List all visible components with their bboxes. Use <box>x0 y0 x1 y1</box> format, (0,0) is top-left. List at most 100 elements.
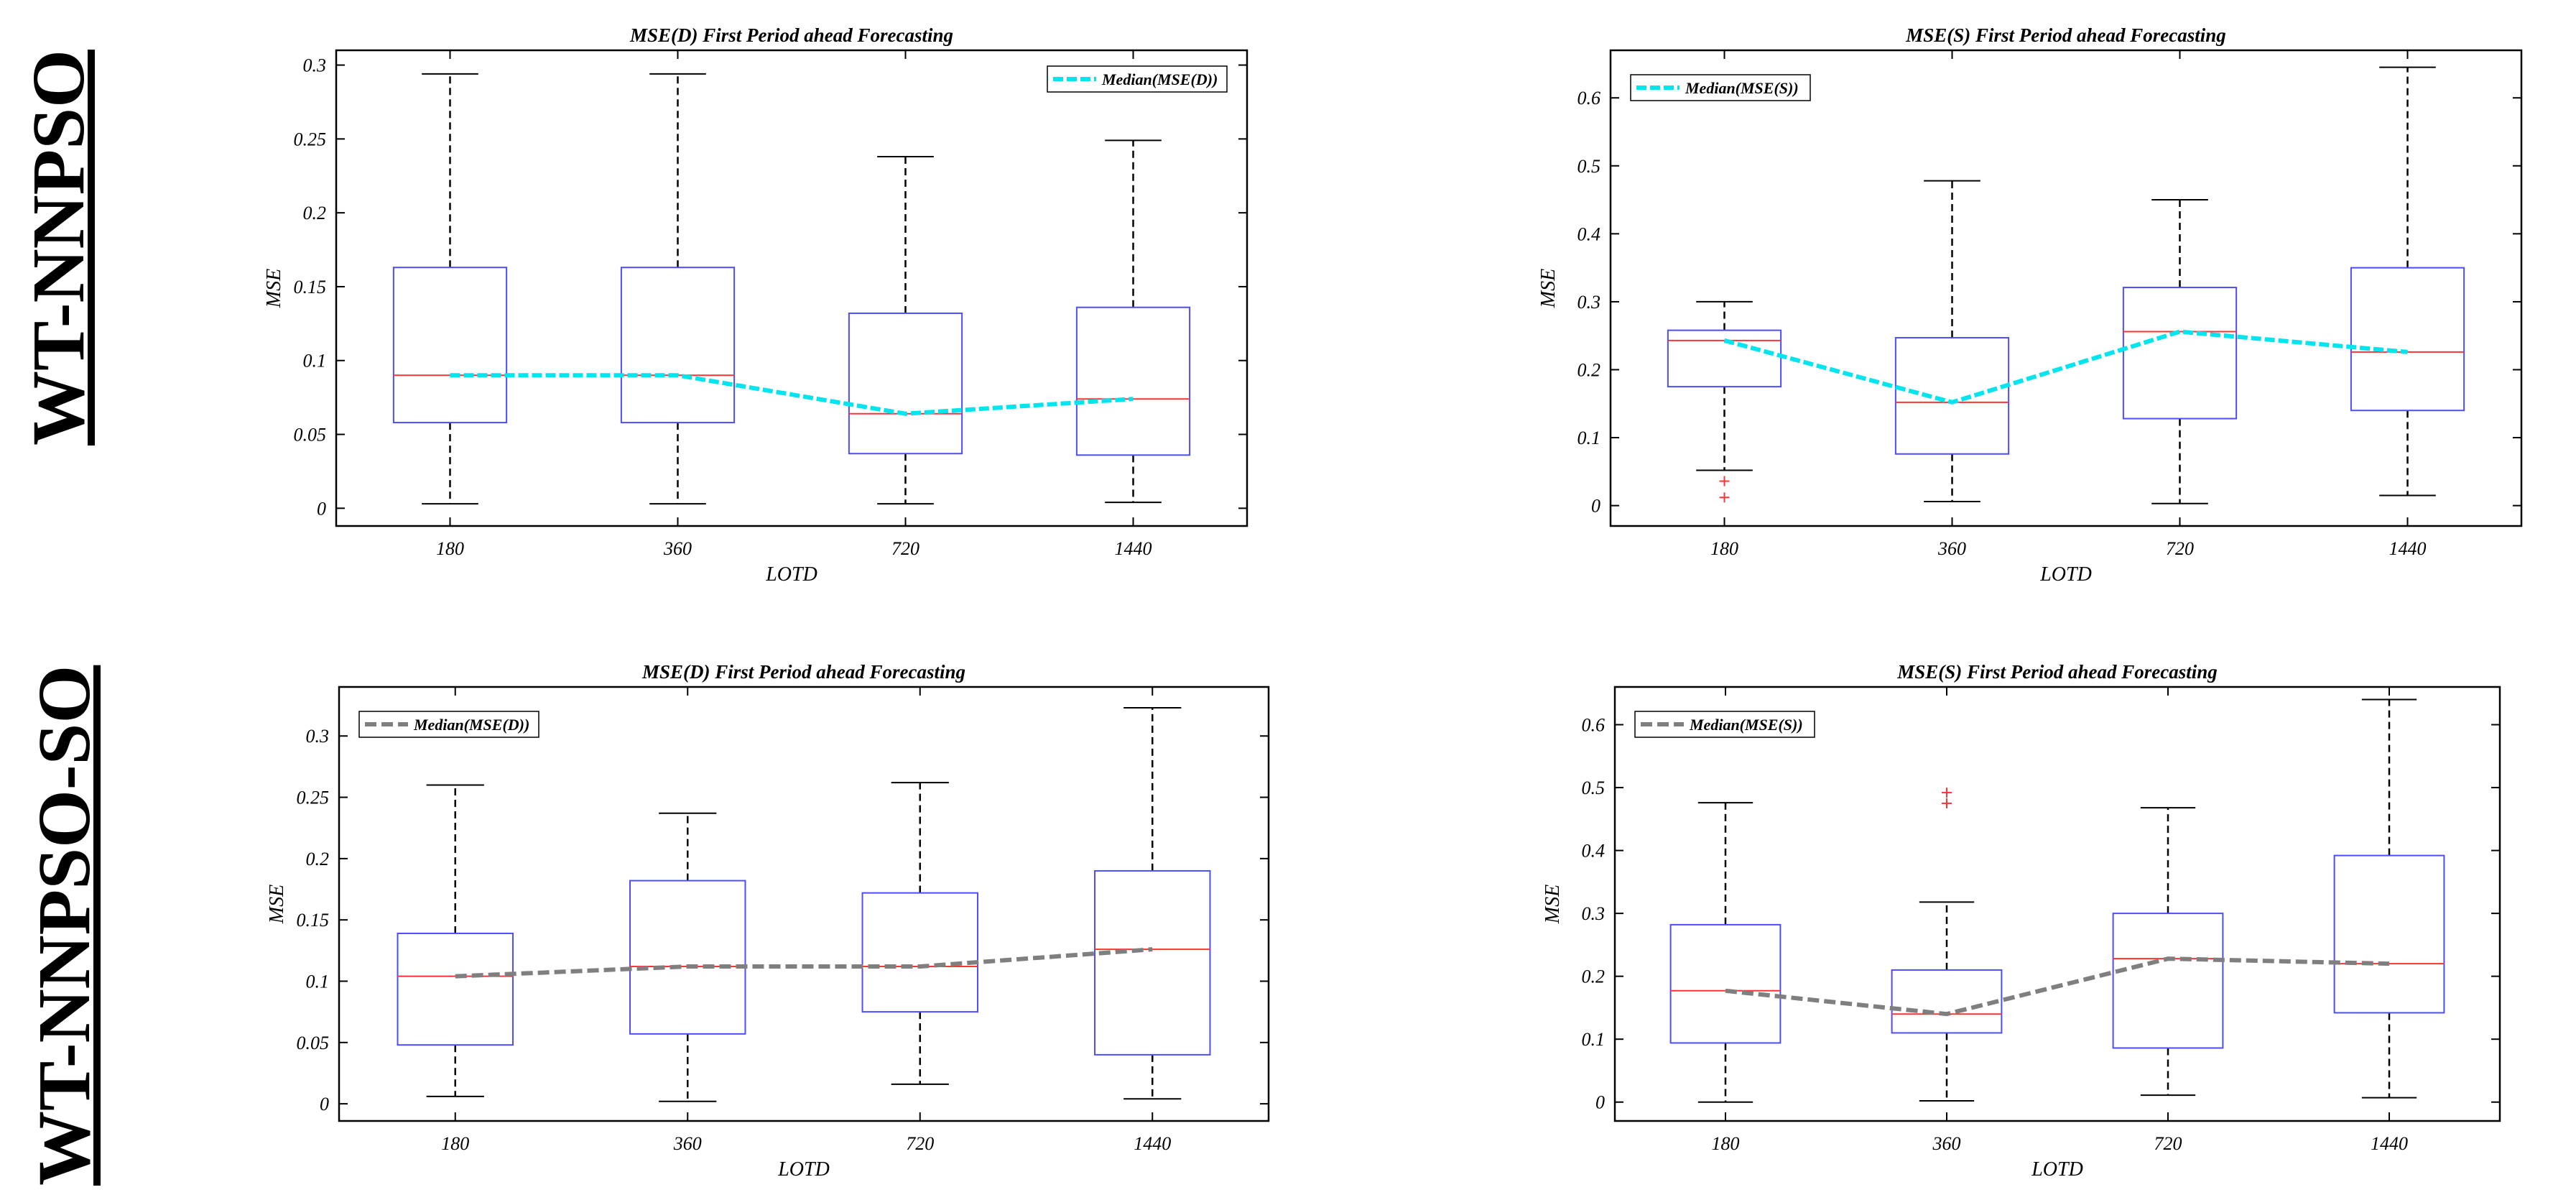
axes-frame <box>1609 49 2523 527</box>
box-1440 <box>1094 707 1211 1100</box>
y-tick-label: 0.1 <box>303 351 327 371</box>
legend: Median(MSE(S)) <box>1630 74 1811 101</box>
iqr-box <box>848 312 963 455</box>
y-tick-label: 0.25 <box>294 129 327 149</box>
y-tick-label: 0 <box>317 498 326 519</box>
chart-title: MSE(S) First Period ahead Forecasting <box>1905 24 2226 46</box>
y-tick-label: 0.1 <box>1577 428 1601 448</box>
iqr-box <box>1669 923 1782 1044</box>
chart-title: MSE(D) First Period ahead Forecasting <box>629 24 953 46</box>
box-720 <box>2122 199 2238 504</box>
y-tick-label: 0.25 <box>297 788 330 808</box>
iqr-box <box>629 880 746 1035</box>
y-tick-label: 0.1 <box>1582 1029 1606 1050</box>
x-tick-label: 180 <box>1712 1133 1740 1154</box>
y-tick-label: 0.6 <box>1577 88 1601 109</box>
y-tick-label: 0 <box>1595 1092 1605 1113</box>
y-tick-label: 0.1 <box>306 971 330 992</box>
x-tick-label: 180 <box>441 1133 469 1154</box>
y-tick-label: 0.4 <box>1582 841 1606 862</box>
iqr-box <box>2350 267 2465 412</box>
legend: Median(MSE(S)) <box>1634 711 1815 738</box>
box-360 <box>1891 788 2003 1102</box>
axes-frame <box>338 686 1270 1122</box>
legend-label: Median(MSE(D)) <box>413 716 529 734</box>
y-tick-label: 0.3 <box>303 55 327 76</box>
iqr-box <box>392 267 508 424</box>
iqr-box <box>1894 337 2010 455</box>
y-tick-label: 0.15 <box>297 910 330 931</box>
box-360 <box>620 73 736 505</box>
x-tick-label: 180 <box>436 538 464 559</box>
y-tick-label: 0.2 <box>1582 966 1606 987</box>
chart-panel-1: MSE(D) First Period ahead Forecasting 0 0.… <box>263 24 1248 586</box>
x-tick-label: 360 <box>1932 1133 1961 1154</box>
legend-label: Median(MSE(S)) <box>1689 716 1803 734</box>
chart-panel-4: MSE(S) First Period ahead Forecasting 0 0.… <box>1542 661 2501 1181</box>
legend: Median(MSE(D)) <box>1047 65 1228 93</box>
chart-title: MSE(D) First Period ahead Forecasting <box>641 661 965 683</box>
outlier-marker <box>1942 788 1952 798</box>
median-trend-line <box>1725 956 2390 1017</box>
y-axis-label: MSE <box>1537 269 1560 308</box>
outlier-marker <box>1719 476 1730 486</box>
y-tick-label: 0.2 <box>1577 359 1601 380</box>
y-axis-label: MSE <box>266 885 288 924</box>
x-tick-label: 720 <box>2166 538 2194 559</box>
outlier-marker <box>1719 492 1730 503</box>
x-tick-label: 720 <box>906 1133 934 1154</box>
y-tick-label: 0.4 <box>1577 223 1601 244</box>
box-720 <box>2112 807 2224 1097</box>
axes-frame <box>335 49 1248 527</box>
box-180 <box>397 784 514 1097</box>
legend-label: Median(MSE(D)) <box>1101 70 1218 88</box>
median-trend-line <box>1723 329 2408 405</box>
x-tick-label: 360 <box>663 538 692 559</box>
box-180 <box>1669 802 1782 1103</box>
iqr-box <box>1667 329 1782 388</box>
box-180 <box>1667 300 1782 503</box>
y-tick-label: 0.3 <box>1577 292 1601 313</box>
y-axis-label: MSE <box>263 269 285 308</box>
iqr-box <box>2112 913 2224 1049</box>
outlier-marker <box>1942 798 1952 808</box>
x-axis-label: LOTD <box>765 563 817 586</box>
x-tick-label: 1440 <box>2389 538 2427 559</box>
chart-panel-3: MSE(D) First Period ahead Forecasting 0 0.… <box>266 661 1270 1181</box>
y-tick-label: 0.2 <box>303 203 327 223</box>
y-tick-label: 0.3 <box>1582 903 1606 924</box>
box-360 <box>1894 180 2010 502</box>
x-tick-label: 1440 <box>1115 538 1152 559</box>
x-tick-label: 360 <box>673 1133 702 1154</box>
legend-label: Median(MSE(S)) <box>1685 79 1799 97</box>
iqr-box <box>1075 306 1191 456</box>
box-1440 <box>1075 139 1191 504</box>
y-axis-label: MSE <box>1542 885 1564 924</box>
x-axis-label: LOTD <box>2039 563 2092 586</box>
x-tick-label: 360 <box>1937 538 1966 559</box>
x-tick-label: 720 <box>891 538 919 559</box>
axes-frame <box>1613 686 2501 1122</box>
iqr-box <box>1891 969 2003 1034</box>
x-axis-label: LOTD <box>777 1158 830 1181</box>
iqr-box <box>397 932 514 1046</box>
box-180 <box>392 73 508 505</box>
chart-panel-2: MSE(S) First Period ahead Forecasting 0 0.… <box>1537 24 2523 586</box>
x-axis-label: LOTD <box>2031 1158 2083 1181</box>
iqr-box <box>620 267 736 424</box>
x-tick-label: 180 <box>1710 538 1738 559</box>
y-tick-label: 0.15 <box>294 277 327 297</box>
x-tick-label: 1440 <box>1134 1133 1171 1154</box>
box-1440 <box>2350 66 2465 497</box>
box-360 <box>629 812 746 1102</box>
box-720 <box>861 782 978 1085</box>
iqr-box <box>2333 854 2445 1014</box>
y-tick-label: 0.05 <box>294 425 327 446</box>
chart-title: MSE(S) First Period ahead Forecasting <box>1896 661 2218 683</box>
legend: Median(MSE(D)) <box>358 711 539 738</box>
y-tick-label: 0 <box>1591 496 1600 517</box>
box-1440 <box>2333 698 2445 1099</box>
y-tick-label: 0.5 <box>1582 777 1606 798</box>
median-trend-line <box>455 947 1153 979</box>
iqr-box <box>2122 287 2238 420</box>
